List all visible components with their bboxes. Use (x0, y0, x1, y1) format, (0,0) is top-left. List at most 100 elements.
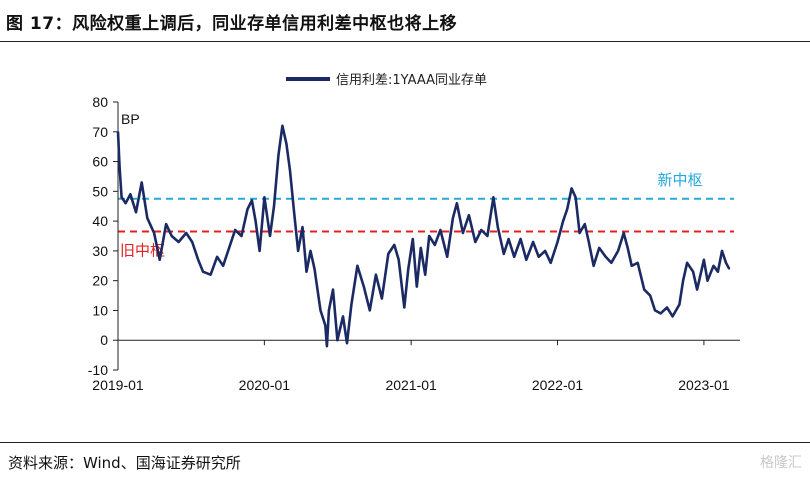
data-point (170, 235, 173, 237)
data-point (654, 309, 656, 312)
data-point (419, 247, 422, 249)
data-point (375, 273, 377, 276)
x-tick-label: 2020-01 (239, 377, 291, 393)
data-point (332, 288, 334, 291)
data-point (643, 288, 646, 291)
data-point (356, 264, 359, 267)
data-point (273, 205, 275, 208)
data-point (403, 306, 406, 309)
data-point (424, 273, 427, 276)
data-point (428, 235, 431, 237)
data-point (411, 238, 414, 240)
data-point (328, 309, 330, 312)
data-point (301, 226, 304, 229)
data-point (118, 166, 121, 169)
data-point (544, 250, 546, 252)
x-tick-label: 2021-01 (385, 377, 437, 393)
data-point (592, 264, 595, 267)
footer-rule (0, 442, 810, 443)
data-point (197, 258, 200, 261)
data-point (289, 169, 291, 172)
data-point (636, 261, 639, 264)
data-point (712, 264, 715, 267)
data-point (258, 250, 261, 252)
data-point (622, 232, 625, 234)
data-point (324, 324, 327, 327)
y-tick-label: 0 (100, 332, 108, 348)
data-point (649, 294, 652, 297)
data-point (562, 220, 564, 223)
data-point (456, 202, 458, 205)
y-tick-label: 30 (92, 243, 108, 259)
data-point (462, 232, 464, 234)
data-point (446, 255, 449, 258)
data-point (496, 226, 499, 229)
data-point (129, 193, 132, 196)
data-point (452, 217, 454, 220)
data-point (583, 223, 586, 226)
data-point (342, 315, 344, 318)
data-point (556, 241, 559, 243)
data-point (251, 199, 253, 202)
data-point (549, 261, 552, 264)
data-point (362, 285, 365, 288)
data-point (326, 345, 328, 348)
data-point (387, 253, 390, 255)
reference-line-label: 新中枢 (657, 171, 702, 189)
data-point (158, 258, 161, 261)
data-point (350, 303, 353, 306)
y-tick-label: 10 (92, 302, 108, 318)
data-point (721, 250, 723, 252)
data-point (566, 208, 569, 211)
data-point (630, 264, 633, 267)
data-point (309, 250, 312, 252)
data-point (502, 253, 505, 255)
data-point (617, 250, 619, 252)
data-point (519, 238, 522, 240)
y-tick-label: 20 (92, 273, 108, 289)
plot-area (116, 124, 731, 348)
data-point (486, 235, 489, 237)
data-point (185, 232, 188, 234)
data-point (728, 267, 731, 270)
chart-axes: -10 0 10 20 30 40 50 60 70 80 2019-01 2020-01 2021-0… (88, 94, 740, 393)
data-point (525, 258, 528, 261)
data-point (269, 235, 271, 237)
data-point (293, 211, 295, 214)
x-tick-label: 2023-01 (678, 377, 730, 393)
data-point (532, 241, 534, 243)
data-point (610, 261, 613, 264)
data-point (319, 309, 322, 312)
data-point (202, 270, 204, 273)
data-point (297, 250, 299, 252)
data-point (468, 214, 470, 217)
series-line (116, 124, 731, 348)
data-point (381, 297, 383, 300)
y-unit-label: BP (121, 111, 140, 127)
y-tick-label: 60 (92, 154, 108, 170)
legend-label: 信用利差:1YAAA同业存单 (336, 73, 487, 88)
data-point (146, 217, 149, 220)
data-point (397, 258, 400, 261)
data-point (346, 342, 348, 345)
data-point (570, 187, 573, 190)
data-point (277, 154, 280, 157)
data-point (228, 247, 231, 249)
data-point (209, 273, 212, 276)
data-point (281, 124, 284, 127)
data-point (117, 130, 119, 133)
data-point (696, 288, 698, 291)
data-point (124, 202, 127, 205)
y-tick-label: -10 (88, 362, 108, 378)
data-point (587, 241, 590, 243)
y-tick-label: 70 (92, 124, 108, 140)
data-point (682, 279, 684, 282)
data-point (706, 279, 709, 282)
data-point (191, 241, 194, 243)
data-point (120, 196, 123, 199)
data-point (666, 306, 668, 309)
x-tick-label: 2019-01 (92, 377, 144, 393)
data-point (604, 255, 607, 258)
data-point (313, 267, 316, 270)
